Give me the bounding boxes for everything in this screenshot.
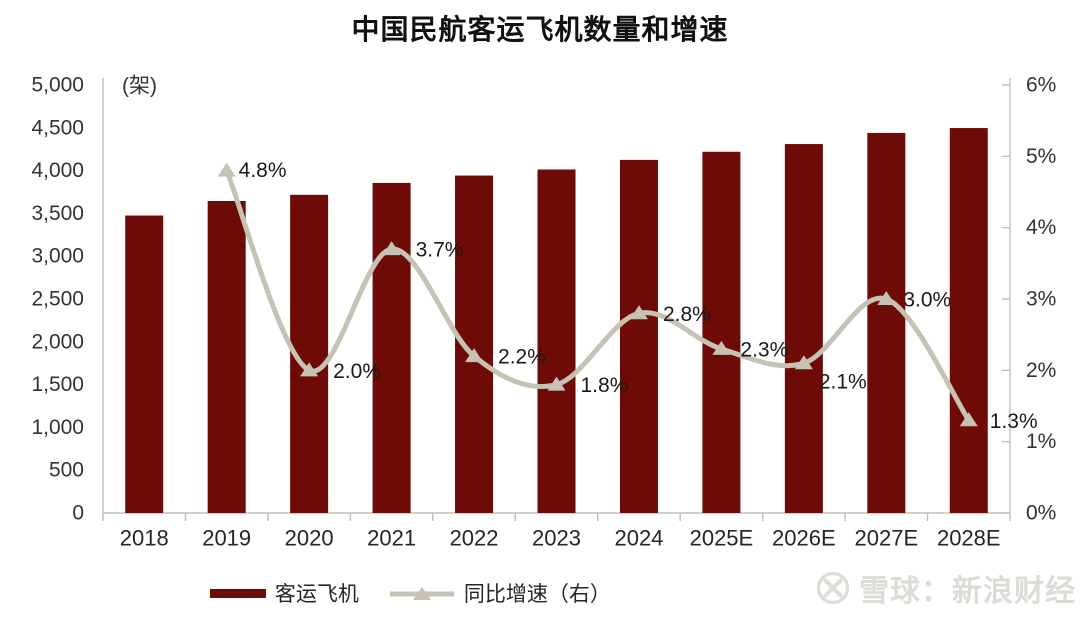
legend-label-bar: 客运飞机 (274, 583, 359, 606)
svg-text:1,500: 1,500 (31, 373, 84, 396)
svg-text:2%: 2% (1026, 359, 1056, 382)
svg-text:2020: 2020 (285, 526, 334, 551)
legend-item-line: 同比增速（右） (389, 578, 611, 608)
svg-text:4.8%: 4.8% (239, 159, 287, 182)
svg-text:3.0%: 3.0% (903, 289, 951, 312)
svg-text:2024: 2024 (614, 526, 663, 551)
watermark: 雪球：新浪财经 (814, 566, 1076, 610)
svg-text:6%: 6% (1026, 74, 1056, 97)
svg-text:2,000: 2,000 (31, 330, 84, 353)
svg-text:2028E: 2028E (937, 526, 1001, 551)
legend-item-bar: 客运飞机 (209, 578, 359, 608)
svg-text:0: 0 (72, 502, 84, 525)
svg-text:3.7%: 3.7% (416, 239, 464, 262)
line-series-swatch (389, 587, 454, 600)
legend: 客运飞机 同比增速（右） (0, 578, 821, 608)
svg-text:2,500: 2,500 (31, 288, 84, 311)
svg-text:1,000: 1,000 (31, 416, 84, 439)
svg-text:5%: 5% (1026, 145, 1056, 168)
svg-text:3%: 3% (1026, 288, 1056, 311)
svg-text:1.8%: 1.8% (581, 374, 629, 397)
svg-text:2.0%: 2.0% (333, 360, 381, 383)
svg-text:3,500: 3,500 (31, 202, 84, 225)
legend-label-line: 同比增速（右） (463, 583, 611, 606)
svg-text:2.8%: 2.8% (663, 303, 711, 326)
svg-text:3,000: 3,000 (31, 245, 84, 268)
svg-text:2018: 2018 (120, 526, 169, 551)
svg-text:1.3%: 1.3% (990, 410, 1038, 433)
svg-text:2.1%: 2.1% (819, 371, 867, 394)
svg-text:4,500: 4,500 (31, 116, 84, 139)
svg-text:2019: 2019 (202, 526, 251, 551)
svg-text:(架): (架) (122, 75, 157, 98)
svg-text:1%: 1% (1026, 430, 1056, 453)
svg-text:4%: 4% (1026, 216, 1056, 239)
svg-text:2021: 2021 (367, 526, 416, 551)
svg-text:4,000: 4,000 (31, 159, 84, 182)
svg-text:5,000: 5,000 (31, 74, 84, 97)
bar-series-swatch (209, 588, 266, 598)
svg-text:2023: 2023 (532, 526, 581, 551)
xueqiu-logo-icon (816, 571, 850, 605)
svg-text:2.3%: 2.3% (740, 338, 788, 361)
svg-text:2022: 2022 (450, 526, 499, 551)
svg-text:2027E: 2027E (855, 526, 919, 551)
svg-text:0%: 0% (1026, 502, 1056, 525)
svg-text:2.2%: 2.2% (498, 346, 546, 369)
svg-text:2025E: 2025E (690, 526, 754, 551)
svg-text:500: 500 (49, 459, 84, 482)
chart-title: 中国民航客运飞机数量和增速 (351, 14, 729, 45)
watermark-text: 雪球：新浪财经 (859, 575, 1076, 608)
svg-text:2026E: 2026E (772, 526, 836, 551)
